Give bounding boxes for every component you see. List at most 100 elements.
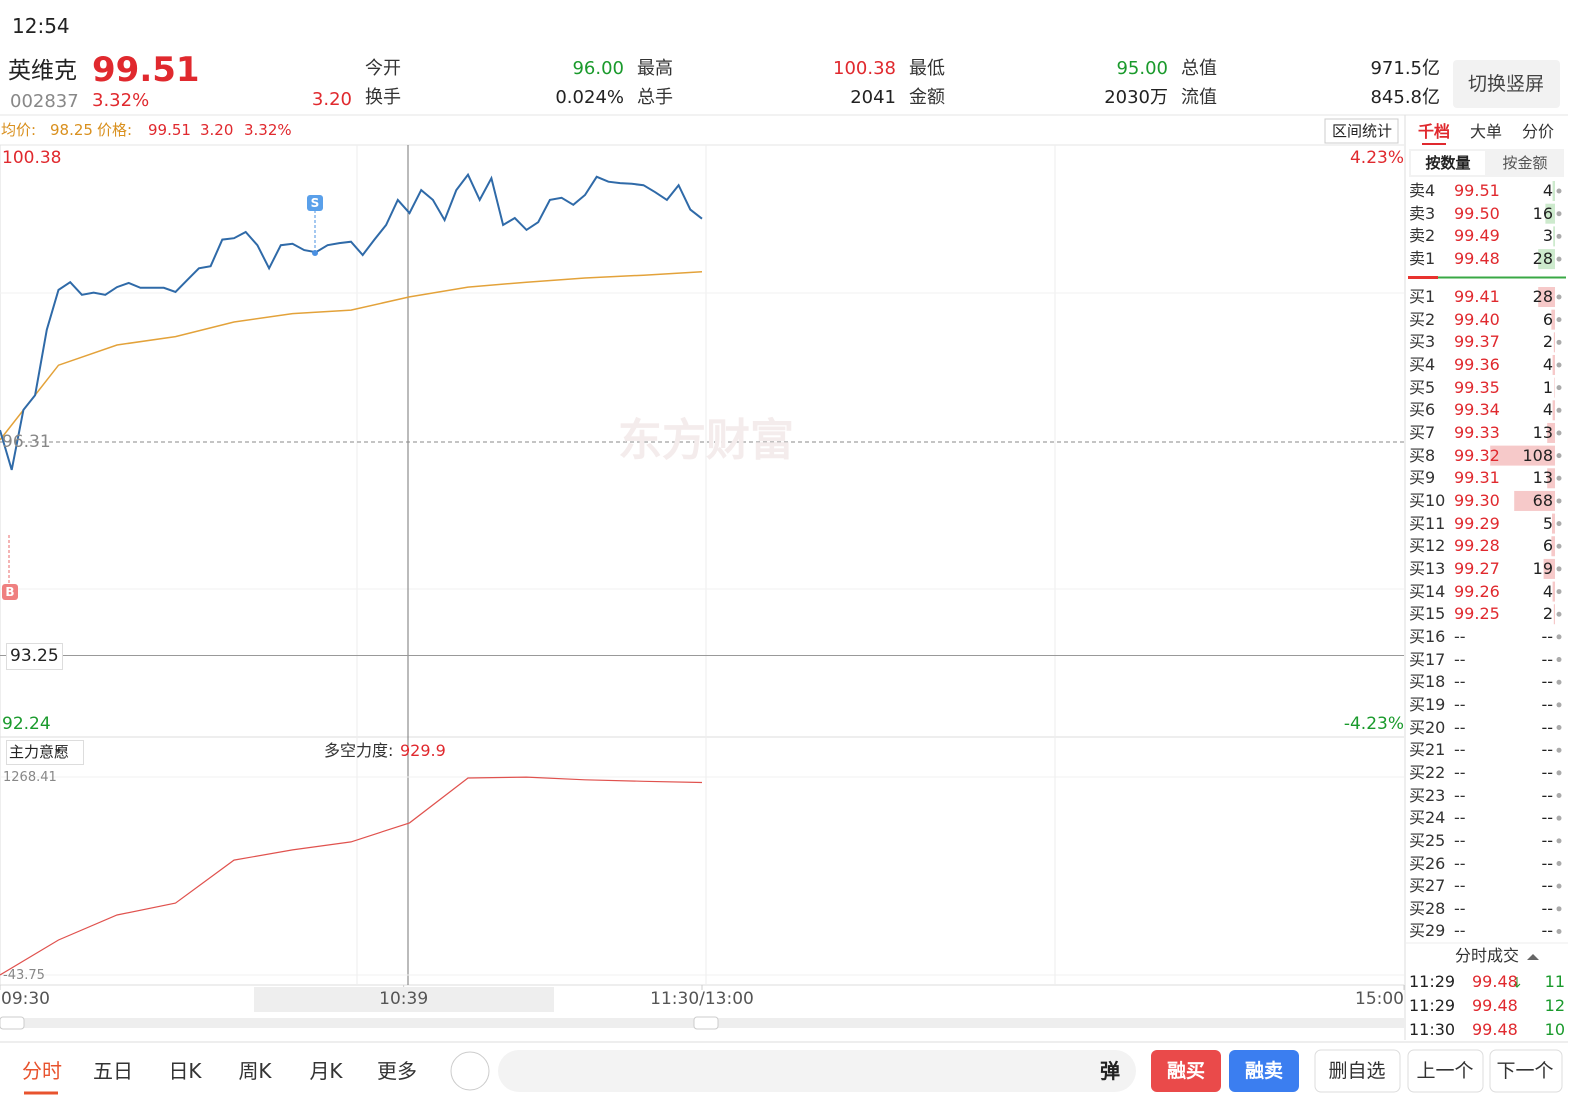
order-book-subtab[interactable]: 按数量 — [1425, 153, 1471, 172]
qty-bar — [1552, 513, 1555, 534]
collapse-icon[interactable] — [1527, 954, 1539, 960]
indicator-dropdown[interactable]: 主力意愿 — [6, 739, 85, 765]
level-qty: 28 — [1532, 287, 1553, 306]
bottom-button[interactable]: 上一个 — [1416, 1059, 1474, 1082]
level-dot — [1556, 815, 1562, 821]
button-bg[interactable] — [1453, 60, 1560, 108]
pct-tick-label: -4.23% — [1343, 713, 1404, 734]
b-marker: B — [5, 585, 15, 599]
stat-value: 971.5亿 — [1370, 58, 1440, 79]
indicator-line — [0, 776, 703, 976]
qty-bar — [1553, 226, 1555, 247]
dropdown-arrow — [55, 749, 61, 753]
level-dot — [1556, 233, 1562, 239]
qty-bar — [1538, 249, 1555, 270]
stat-label: 最低 — [909, 58, 945, 79]
stat-value: 100.38 — [833, 58, 896, 79]
level-label: 买20 — [1409, 717, 1446, 737]
qty-bar — [1545, 203, 1555, 224]
range-button[interactable]: 区间统计 — [1331, 121, 1392, 140]
level-label: 买23 — [1409, 785, 1446, 805]
stock-price: 99.51 — [92, 50, 200, 90]
level-price: -- — [1454, 808, 1466, 828]
level-label: 买22 — [1409, 762, 1446, 782]
bottom-tab[interactable]: 分时 — [22, 1059, 62, 1083]
level-price: 99.29 — [1454, 513, 1500, 533]
level-label: 买3 — [1409, 332, 1436, 352]
bottom-tab[interactable]: 五日 — [93, 1059, 133, 1083]
level-price: -- — [1454, 830, 1466, 850]
level-price: -- — [1454, 672, 1466, 692]
bottom-button[interactable]: 融买 — [1166, 1059, 1205, 1082]
cursor-label: 93.25 — [6, 643, 63, 671]
button-bg[interactable] — [1151, 1050, 1221, 1092]
button-bg[interactable] — [1324, 118, 1399, 144]
level-qty: 4 — [1542, 181, 1553, 200]
level-price: 99.50 — [1454, 203, 1500, 223]
level-dot — [1556, 589, 1562, 595]
bottom-button[interactable]: 融卖 — [1244, 1059, 1283, 1082]
trade-price: 99.48 — [1472, 996, 1518, 1015]
bottom-tab[interactable]: 日K — [168, 1059, 202, 1083]
qty-bar — [1554, 377, 1555, 398]
switch-button[interactable]: 切换竖屏 — [1467, 72, 1544, 95]
order-book-tab[interactable]: 分价 — [1521, 122, 1554, 141]
y-tick-label: -43.75 — [3, 967, 45, 983]
y-tick-label: 92.24 — [2, 713, 51, 734]
level-label: 买6 — [1409, 400, 1436, 420]
level-label: 买8 — [1409, 445, 1436, 465]
subtab-active[interactable] — [1411, 151, 1485, 175]
bottom-tab[interactable]: 周K — [238, 1059, 272, 1083]
level-dot — [1556, 407, 1562, 413]
trade-volume: 12 — [1544, 996, 1565, 1015]
level-label: 卖4 — [1409, 181, 1436, 200]
level-price: -- — [1454, 853, 1466, 873]
level-price: 99.33 — [1454, 422, 1500, 442]
trade-price: 99.48 — [1472, 972, 1518, 991]
level-price: 99.48 — [1454, 249, 1500, 269]
button-bg[interactable] — [1229, 1050, 1299, 1092]
level-price: 99.28 — [1454, 536, 1500, 556]
button-bg[interactable] — [1314, 1049, 1401, 1093]
level-qty: -- — [1541, 853, 1553, 873]
clock: 12:54 — [12, 14, 70, 38]
spread-bar — [1408, 276, 1438, 279]
button-bg[interactable] — [1407, 1049, 1484, 1093]
icon-button[interactable] — [450, 1051, 490, 1091]
order-book-tab[interactable]: 千档 — [1417, 122, 1450, 141]
level-qty: 6 — [1542, 309, 1553, 329]
bottom-tab[interactable]: 更多 — [377, 1059, 417, 1083]
level-dot — [1556, 883, 1562, 889]
level-dot — [1556, 385, 1562, 391]
level-dot — [1556, 430, 1562, 436]
level-qty: 108 — [1522, 445, 1553, 465]
qty-bar — [1553, 332, 1555, 353]
comment-input[interactable] — [498, 1050, 1136, 1092]
qty-bar — [1551, 309, 1555, 330]
bottom-tab[interactable]: 月K — [309, 1059, 343, 1083]
scroll-handle[interactable] — [0, 1016, 25, 1030]
stat-label: 最高 — [637, 58, 673, 79]
order-book-subtab[interactable]: 按金额 — [1502, 153, 1548, 172]
level-label: 卖2 — [1409, 226, 1436, 246]
danmu-toggle[interactable]: 弹 — [1100, 1059, 1120, 1083]
button-bg[interactable] — [1489, 1049, 1563, 1093]
qty-bar — [1551, 536, 1555, 557]
qty-bar — [1547, 468, 1555, 489]
level-label: 买27 — [1409, 876, 1446, 896]
scroll-handle[interactable] — [693, 1016, 719, 1030]
level-price: -- — [1454, 898, 1466, 918]
status-bar — [0, 0, 1592, 50]
bottom-button[interactable]: 下一个 — [1496, 1059, 1554, 1082]
bottom-button[interactable]: 删自选 — [1328, 1059, 1386, 1082]
qty-bar — [1490, 445, 1555, 466]
x-tick-label: 10:39 — [253, 986, 554, 1012]
avg-line — [0, 270, 703, 441]
level-qty: 2 — [1542, 604, 1553, 624]
order-book-tab[interactable]: 大单 — [1469, 122, 1502, 141]
level-qty: -- — [1541, 740, 1553, 760]
level-dot — [1556, 679, 1562, 685]
level-label: 买19 — [1409, 694, 1446, 714]
level-label: 买16 — [1409, 626, 1446, 646]
